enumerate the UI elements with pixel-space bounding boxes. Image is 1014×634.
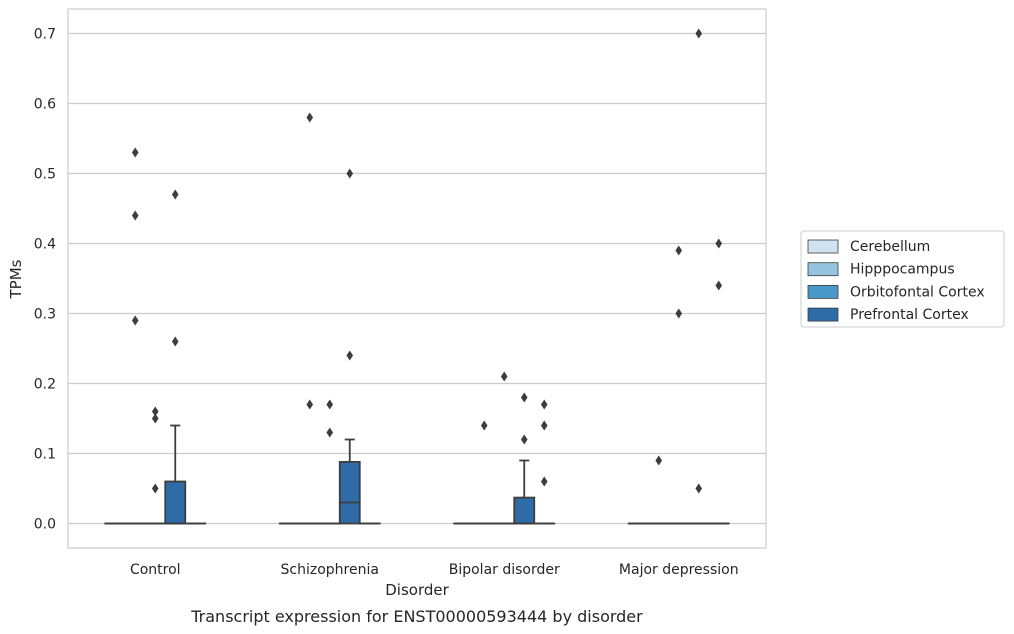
outlier-point <box>695 28 703 39</box>
box <box>164 480 187 525</box>
category-group <box>278 112 381 525</box>
legend-swatch <box>807 284 839 299</box>
x-tick-label: Bipolar disorder <box>449 562 560 578</box>
legend: Cerebellum Hipppocampus Orbitofontal Corte… <box>800 230 1005 328</box>
plot-frame <box>67 8 767 549</box>
outlier-point <box>540 420 548 431</box>
outlier-point <box>715 280 723 291</box>
grid-lines <box>68 32 766 525</box>
outlier-point <box>540 476 548 487</box>
outlier-point <box>500 371 508 382</box>
outlier-point <box>131 147 139 158</box>
legend-label: Orbitofontal Cortex <box>850 284 985 300</box>
y-tick-label: 0.1 <box>34 447 56 463</box>
x-tick-label: Control <box>130 562 181 578</box>
outlier-point <box>346 350 354 361</box>
legend-swatch <box>807 307 839 322</box>
y-tick-label: 0.7 <box>34 27 56 43</box>
category-group <box>104 147 207 525</box>
y-tick-label: 0.6 <box>34 97 56 113</box>
outlier-point <box>346 168 354 179</box>
x-axis-ticks: Control Schizophrenia Bipolar disorder Majo… <box>130 562 739 578</box>
x-axis-label: Disorder <box>385 581 449 599</box>
outlier-point <box>695 483 703 494</box>
outlier-point <box>151 483 159 494</box>
outlier-point <box>520 434 528 445</box>
outlier-point <box>171 189 179 200</box>
legend-label: Hipppocampus <box>850 262 955 278</box>
category-group <box>627 28 730 525</box>
y-tick-label: 0.4 <box>34 237 56 253</box>
outlier-point <box>675 245 683 256</box>
box-groups <box>104 28 730 525</box>
outlier-point <box>520 392 528 403</box>
box <box>338 460 361 525</box>
outlier-point <box>171 336 179 347</box>
y-axis-ticks: 0.0 0.1 0.2 0.3 0.4 0.5 0.6 0.7 <box>34 27 56 533</box>
box <box>513 496 536 525</box>
y-axis-label: TPMs <box>7 259 25 299</box>
y-tick-label: 0.3 <box>34 307 56 323</box>
outlier-point <box>326 399 334 410</box>
legend-label: Prefrontal Cortex <box>850 307 969 323</box>
outlier-point <box>306 112 314 123</box>
legend-frame <box>800 230 1005 328</box>
y-tick-label: 0.0 <box>34 517 56 533</box>
outlier-point <box>131 210 139 221</box>
chart-caption: Transcript expression for ENST0000059344… <box>190 607 643 626</box>
outlier-point <box>151 406 159 417</box>
outlier-point <box>131 315 139 326</box>
outlier-point <box>326 427 334 438</box>
x-tick-label: Schizophrenia <box>281 562 379 578</box>
legend-swatch <box>807 262 839 277</box>
outlier-point <box>480 420 488 431</box>
outlier-point <box>540 399 548 410</box>
outlier-point <box>675 308 683 319</box>
plot-background <box>68 9 766 548</box>
x-tick-label: Major depression <box>619 562 739 578</box>
outlier-point <box>655 455 663 466</box>
y-tick-label: 0.5 <box>34 167 56 183</box>
outlier-point <box>715 238 723 249</box>
y-tick-label: 0.2 <box>34 377 56 393</box>
category-group <box>453 371 556 525</box>
legend-swatch <box>807 239 839 254</box>
outlier-point <box>306 399 314 410</box>
legend-label: Cerebellum <box>850 239 930 255</box>
outlier-point <box>151 413 159 424</box>
